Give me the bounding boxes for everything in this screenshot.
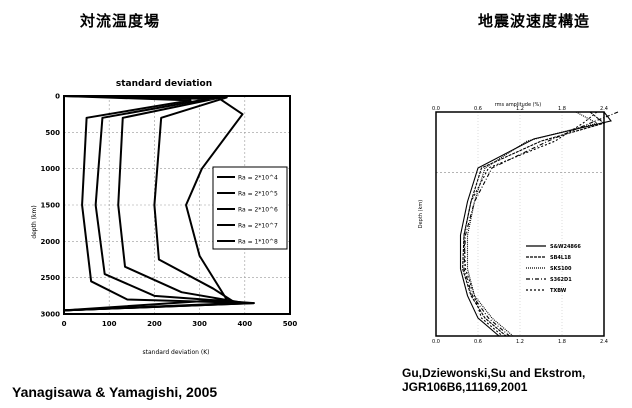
series-line (466, 111, 599, 337)
y-tick-label: 1500 (41, 202, 61, 210)
y-tick-label: 500 (45, 129, 60, 137)
x-tick-label: 100 (102, 320, 117, 328)
series-line (459, 111, 612, 337)
seismic-rms-svg: rms amplitude (%) 0.0 0.0 0.6 0.6 1.2 1.2 1.8 1… (418, 102, 619, 345)
legend: S&W24866 SB4L18 SKS100 S362D1 TXBW (526, 244, 581, 294)
x-tick-label: 200 (147, 320, 162, 328)
legend-label: TXBW (550, 288, 567, 294)
right-citation-line2: JGR106B6,11169,2001 (402, 380, 528, 394)
legend-label: SB4L18 (550, 255, 572, 261)
x-tick-label-top: 1.2 (516, 106, 524, 112)
x-tick-label-bottom: 0.6 (474, 339, 482, 345)
x-tick-label-bottom: 0.0 (432, 339, 440, 345)
plot-frame (63, 95, 291, 315)
convection-std-svg: standard deviation 0 100 200 300 400 500 0 500 1… (31, 79, 298, 356)
legend-label: S&W24866 (550, 244, 581, 250)
legend-label: SKS100 (550, 266, 572, 272)
y-axis-label: depth (km) (31, 205, 38, 238)
x-tick-label-top: 1.8 (558, 106, 566, 112)
y-tick-label: 2500 (41, 274, 61, 282)
x-tick-label: 0 (62, 320, 67, 328)
right-panel-title: 地震波速度構造 (478, 12, 591, 30)
seismic-rms-chart: rms amplitude (%) 0.0 0.0 0.6 0.6 1.2 1.2 1.8 1… (414, 94, 620, 346)
plot-frame (435, 111, 605, 337)
series-line (63, 95, 244, 312)
x-tick-label-bottom: 1.8 (558, 339, 566, 345)
right-citation: Gu,Dziewonski,Su and Ekstrom, JGR106B6,1… (402, 366, 585, 394)
series-line (462, 111, 606, 337)
x-tick-label: 300 (192, 320, 207, 328)
legend-label: S362D1 (550, 277, 572, 283)
left-citation: Yanagisawa & Yamagishi, 2005 (12, 384, 218, 400)
chart-title: standard deviation (116, 79, 212, 89)
legend-label: Ra = 1*10^8 (238, 239, 278, 246)
x-axis-label: standard deviation (K) (143, 349, 210, 356)
x-tick-label: 500 (283, 320, 298, 328)
legend-label: Ra = 2*10^4 (238, 175, 278, 182)
series-line (463, 111, 598, 337)
legend: Ra = 2*10^4 Ra = 2*10^5 Ra = 2*10^6 Ra = 2*… (212, 166, 288, 250)
legend-label: Ra = 2*10^5 (238, 191, 278, 198)
x-tick-label-top: 0.6 (474, 106, 482, 112)
x-tick-label-top: 2.4 (600, 106, 608, 112)
y-axis-label: Depth (km) (418, 200, 424, 229)
right-citation-line1: Gu,Dziewonski,Su and Ekstrom, (402, 366, 586, 380)
legend-label: Ra = 2*10^7 (238, 223, 278, 230)
series-line (63, 95, 237, 312)
left-panel-title: 対流温度場 (80, 12, 161, 30)
x-tick-label-bottom: 1.2 (516, 339, 524, 345)
y-tick-label: 1000 (41, 165, 61, 173)
y-tick-label: 3000 (41, 311, 61, 319)
legend-label: Ra = 2*10^6 (238, 207, 278, 214)
x-tick-label-top: 0.0 (432, 106, 440, 112)
series-line (463, 111, 619, 337)
y-tick-label: 2000 (41, 238, 61, 246)
convection-std-chart: standard deviation 0 100 200 300 400 500 0 500 1… (28, 72, 300, 358)
x-tick-label-bottom: 2.4 (600, 339, 608, 345)
x-tick-label: 400 (237, 320, 252, 328)
y-tick-label: 0 (55, 93, 60, 101)
x-axis-label: rms amplitude (%) (495, 102, 542, 108)
